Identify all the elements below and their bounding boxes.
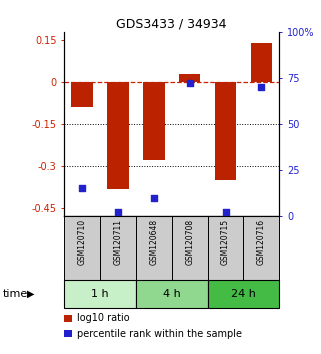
Bar [64,280,136,308]
Point [187,81,192,86]
Point [223,210,228,215]
Bar [215,82,236,180]
Bar [136,216,172,280]
Bar [136,280,208,308]
Text: ▶: ▶ [27,289,35,299]
Bar [71,82,93,107]
Text: 4 h: 4 h [163,289,181,299]
Bar [172,216,208,280]
Text: time: time [3,289,29,299]
Text: 24 h: 24 h [231,289,256,299]
Bar [208,280,279,308]
Text: percentile rank within the sample: percentile rank within the sample [77,329,242,339]
Title: GDS3433 / 34934: GDS3433 / 34934 [117,18,227,31]
Bar [107,82,129,189]
Point [259,84,264,90]
Bar [64,216,100,280]
Bar [179,74,200,82]
Text: GSM120648: GSM120648 [149,219,158,265]
Text: GSM120716: GSM120716 [257,219,266,265]
Text: log10 ratio: log10 ratio [77,313,130,323]
Bar [64,315,72,321]
Text: GSM120708: GSM120708 [185,219,194,265]
Point [116,210,121,215]
Point [80,185,85,191]
Bar [208,216,243,280]
Bar [251,43,272,82]
Text: GSM120711: GSM120711 [113,219,123,265]
Text: 1 h: 1 h [91,289,109,299]
Text: GSM120715: GSM120715 [221,219,230,265]
Bar [243,216,279,280]
Text: GSM120710: GSM120710 [78,219,87,265]
Bar [100,216,136,280]
Bar [143,82,165,160]
Bar [64,330,72,337]
Point [151,195,156,200]
